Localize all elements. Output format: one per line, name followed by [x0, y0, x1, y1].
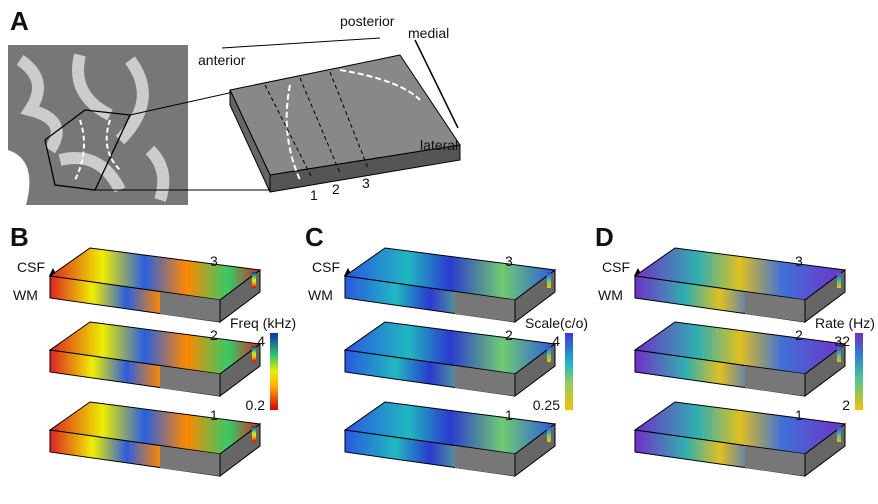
- colorbar-max: 4: [257, 333, 265, 349]
- direction-label: posterior: [340, 13, 395, 29]
- slice-label: 2: [332, 181, 340, 197]
- slab-label: 1: [795, 407, 803, 423]
- slab-strip: [837, 272, 841, 288]
- slab-label: 2: [210, 327, 218, 343]
- direction-label: anterior: [198, 52, 246, 68]
- slab-strip: [252, 426, 256, 442]
- slab-label: 2: [795, 327, 803, 343]
- slab-label: 1: [505, 407, 513, 423]
- direction-label: medial: [408, 25, 449, 41]
- panel-label: D: [595, 222, 614, 252]
- figure: A posterior medial anterior lateral 1 2 …: [0, 0, 878, 504]
- csf-label: CSF: [312, 259, 340, 275]
- slab-strip: [547, 426, 551, 442]
- slab-strip: [252, 346, 256, 362]
- colorbar-min: 0.2: [246, 397, 266, 413]
- panel-label: A: [10, 6, 29, 36]
- panel-label: B: [10, 222, 29, 252]
- slab-label: 2: [505, 327, 513, 343]
- colorbar-title: Freq (kHz): [230, 315, 296, 331]
- colorbar-max: 4: [552, 333, 560, 349]
- colorbar: [855, 333, 863, 410]
- slab-strip: [547, 272, 551, 288]
- csf-label: CSF: [602, 259, 630, 275]
- panel-a: A posterior medial anterior lateral 1 2 …: [8, 6, 460, 205]
- slab-strip: [547, 346, 551, 362]
- slice-label: 1: [310, 187, 318, 203]
- panel-label: C: [305, 222, 324, 252]
- colorbar: [565, 333, 573, 410]
- slab-strip: [252, 272, 256, 288]
- colorbar: [270, 333, 278, 410]
- colorbar-title: Rate (Hz): [815, 315, 875, 331]
- csf-label: CSF: [17, 259, 45, 275]
- direction-label: lateral: [420, 137, 458, 153]
- slab-strip: [837, 426, 841, 442]
- wm-label: WM: [598, 287, 623, 303]
- slice-label: 3: [362, 175, 370, 191]
- colorbar-title: Scale(c/o): [525, 315, 588, 331]
- wm-label: WM: [13, 287, 38, 303]
- slab-label: 3: [505, 253, 513, 269]
- slab-label: 3: [795, 253, 803, 269]
- colorbar-min: 0.25: [533, 397, 560, 413]
- colorbar-min: 2: [842, 397, 850, 413]
- slab-label: 3: [210, 253, 218, 269]
- colorbar-max: 32: [834, 333, 850, 349]
- slab-label: 1: [210, 407, 218, 423]
- axis-arrow: [222, 38, 380, 48]
- wm-label: WM: [308, 287, 333, 303]
